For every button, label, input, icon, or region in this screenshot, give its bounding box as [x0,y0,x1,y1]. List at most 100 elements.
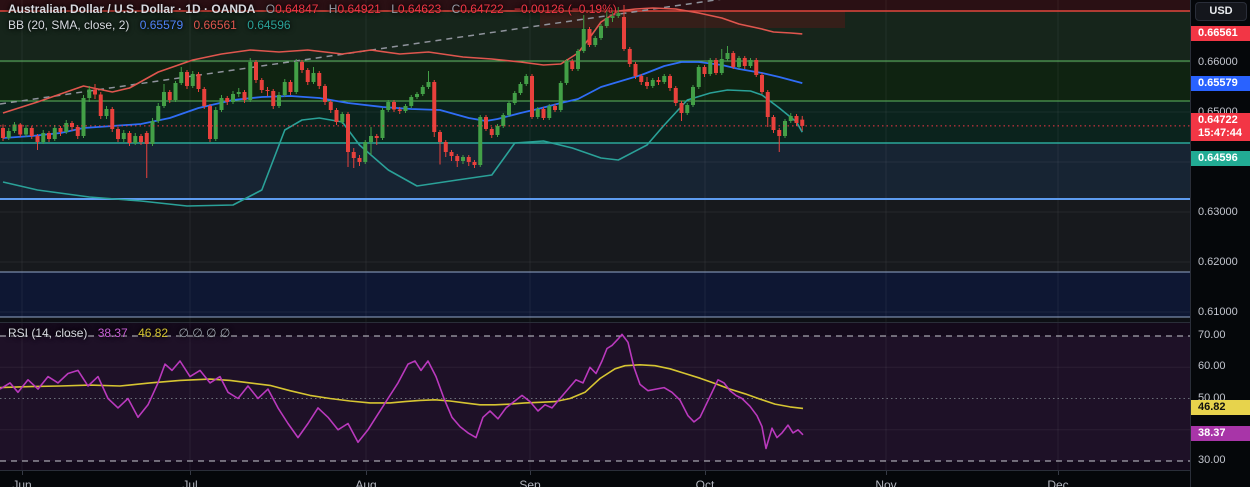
candle-body [673,88,678,103]
rsi-empty-values: ∅ ∅ ∅ ∅ [178,326,231,340]
rsi-indicator-pane[interactable] [0,322,1190,471]
price-scale[interactable]: USD 0.660000.650000.640000.630000.620000… [1190,0,1250,487]
candle-body [633,64,638,76]
candle-body [679,103,684,113]
symbol-legend-row[interactable]: Australian Dollar / U.S. Dollar · 1D · O… [8,2,617,16]
candle-body [392,102,396,110]
candle-body [691,87,695,105]
change-value: −0.00126 (−0.19%) [514,2,617,16]
candle-body [213,110,218,139]
time-axis[interactable]: Jun Jul Aug Sep Oct Nov Dec [0,470,1190,487]
candle-body [116,129,120,139]
candle-body [24,128,28,135]
candle-body [173,83,178,100]
candle-body [760,75,764,92]
time-axis-tick [22,471,23,475]
candle-body [593,38,598,45]
candles-layer[interactable] [1,5,805,178]
candle-body [185,72,189,86]
candle-body [196,74,201,89]
price-badge: 46.82 [1191,399,1250,415]
candle-body [81,98,86,136]
candle-body [719,59,724,73]
candle-body [696,67,701,87]
candle-body [98,94,103,116]
bb-upper-value: 0.66561 [193,18,237,32]
candle-body [288,82,293,92]
month-label: Jul [182,478,198,487]
symbol-title[interactable]: Australian Dollar / U.S. Dollar · 1D · O… [8,2,256,16]
candle-body [478,117,483,165]
candle-body [225,98,230,102]
candle-body [604,18,609,26]
price-zone [0,0,1190,11]
bb-upper-line [2,7,803,114]
candle-body [800,119,805,126]
month-label: Dec [1047,478,1069,487]
month-label: Oct [695,478,715,487]
time-axis-tick [530,471,531,475]
candle-body [403,106,408,111]
rsi-axis-label: 60.00 [1198,360,1226,373]
candle-body [524,76,529,84]
ohlc-open-key: O [265,2,276,16]
rsi-legend-row[interactable]: RSI (14, close) 38.37 46.82 ∅ ∅ ∅ ∅ [8,326,230,340]
candle-body [587,29,592,45]
candle-body [340,114,345,122]
candle-body [576,51,580,69]
ohlc-low-key: L [391,2,398,16]
candle-body [650,80,655,86]
candle-body [139,136,143,142]
candle-body [150,121,155,144]
candle-body [219,98,224,110]
candle-body [58,128,63,132]
bb-indicator-label[interactable]: BB (20, SMA, close, 2) [8,18,130,32]
candle-body [12,124,17,131]
price-badge: 38.37 [1191,426,1250,442]
candle-body [357,158,362,162]
candle-body [75,127,80,136]
candle-body [300,62,304,70]
candle-body [208,106,212,139]
bb-basis-value: 0.65579 [139,18,184,32]
candle-body [64,123,69,132]
price-zone [0,101,1190,143]
candle-body [334,110,339,122]
candle-body [202,89,207,106]
trendline[interactable] [0,0,860,105]
rsi-indicator-label[interactable]: RSI (14, close) [8,326,88,340]
price-axis-label: 0.63000 [1198,206,1238,218]
candle-body [133,136,138,143]
candle-body [466,157,471,162]
price-badge: 0.66561 [1191,25,1250,41]
candle-body [616,13,621,16]
main-chart-pane[interactable] [0,0,1190,322]
candle-body [507,103,511,115]
candle-body [794,116,799,123]
candle-body [374,136,379,138]
candle-body [328,102,333,110]
candle-body [236,92,241,94]
candle-body [472,162,477,165]
candle-body [409,97,414,106]
candle-body [656,80,661,82]
candle-body [144,133,149,144]
candle-body [248,62,253,100]
candlestick-chart[interactable] [0,0,1190,322]
candle-body [282,82,287,95]
bb-legend-row[interactable]: BB (20, SMA, close, 2) 0.65579 0.66561 0… [8,18,291,32]
rsi-value: 38.37 [97,326,128,340]
currency-toggle-button[interactable]: USD [1195,2,1247,21]
candle-body [702,67,707,74]
rsi-chart[interactable] [0,323,1190,471]
candle-body [317,73,322,86]
candle-body [1,128,5,138]
candle-body [29,128,34,136]
ohlc-high-value: 0.64921 [337,2,381,16]
price-axis-label: 0.62000 [1198,256,1238,268]
candle-body [190,74,195,86]
candle-body [351,152,356,158]
candle-body [771,117,776,130]
bb-lower-value: 0.64596 [247,18,291,32]
